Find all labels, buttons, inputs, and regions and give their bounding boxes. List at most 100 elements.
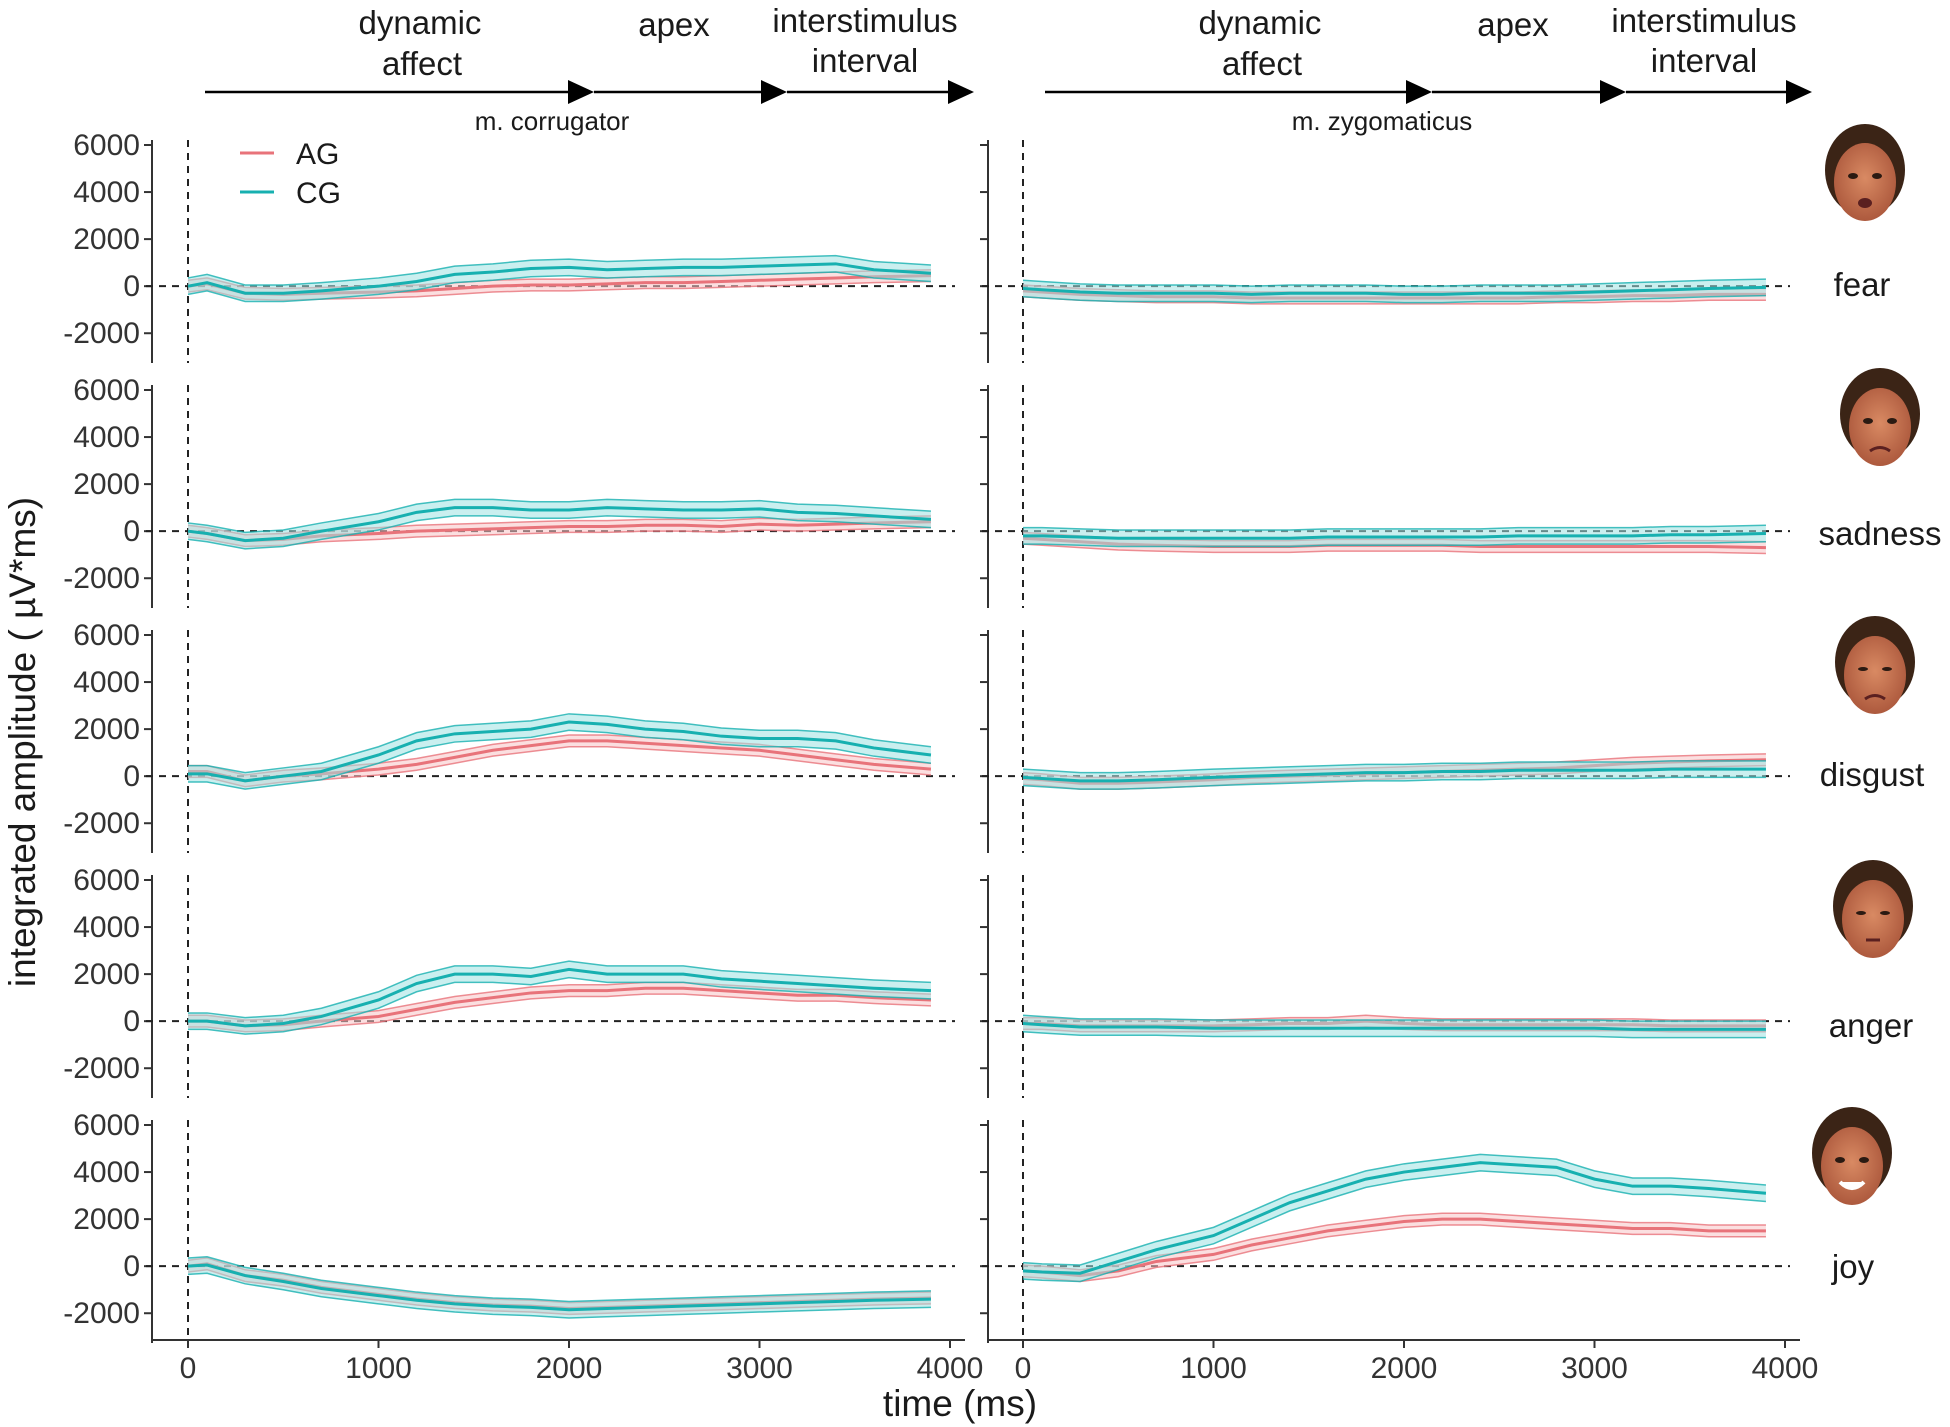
y-tick-label: 6000	[73, 129, 140, 162]
ribbon-lower-cg	[1022, 1031, 1766, 1039]
x-tick-label: 1000	[1180, 1352, 1247, 1385]
ribbon-lower-cg	[188, 729, 932, 790]
arrowhead-icon	[1600, 80, 1626, 104]
ribbon-lower-cg	[187, 1272, 931, 1319]
series-line-cg	[188, 967, 932, 1028]
arrowhead-icon	[568, 80, 594, 104]
x-axis-left: 0 1000 2000 3000 4000	[152, 1339, 984, 1385]
series-line-cg	[187, 1263, 931, 1312]
series-line-cg	[1023, 532, 1766, 540]
y-tick-label: 0	[123, 515, 140, 548]
face-anger-icon	[1833, 860, 1913, 958]
panel-fear-corrugator: 6000 4000 2000 0 -2000	[63, 129, 955, 363]
y-tick-label: 6000	[73, 374, 140, 407]
emotion-faces: fear sadness disgust anger	[1812, 124, 1941, 1285]
y-axis-title: integrated amplitude ( µV*ms)	[2, 497, 43, 987]
arrowhead-icon	[1786, 80, 1812, 104]
emotion-label-sadness: sadness	[1819, 515, 1942, 552]
y-tick-label: -2000	[63, 562, 140, 595]
y-tick-label: 6000	[73, 1109, 140, 1142]
panel-sadness-zygomaticus	[980, 385, 1790, 608]
y-tick-label: 6000	[73, 619, 140, 652]
ribbon-lower-cg	[187, 271, 931, 303]
panel-joy-zygomaticus	[980, 1120, 1790, 1343]
x-axis-right: 0 1000 2000 3000 4000	[988, 1339, 1819, 1385]
series-line-cg	[187, 506, 932, 543]
ribbon-cg	[1023, 760, 1766, 790]
arrowhead-icon	[1406, 80, 1432, 104]
arrowhead-icon	[761, 80, 787, 104]
ribbon-upper-cg	[188, 960, 931, 1019]
y-tick-label: -2000	[63, 1297, 140, 1330]
ribbon-upper-cg	[1023, 524, 1766, 531]
ribbon-lower-cg	[187, 515, 931, 550]
y-tick-label: 2000	[73, 1203, 140, 1236]
y-tick-label: 6000	[73, 864, 140, 897]
ribbon-upper-cg	[1022, 1014, 1766, 1022]
muscle-label-zygomaticus: m. zygomaticus	[1292, 106, 1473, 136]
ribbon-ag	[188, 982, 931, 1032]
phase-label-dynamic-line2: affect	[382, 45, 462, 82]
ribbon-ag	[1023, 1213, 1766, 1282]
legend: AG CG	[240, 138, 341, 210]
emotion-label-joy: joy	[1831, 1248, 1875, 1285]
phase-label-apex: apex	[638, 6, 710, 43]
phase-label-apex: apex	[1477, 6, 1549, 43]
face-joy-icon	[1812, 1107, 1892, 1205]
ribbon-upper-cg	[187, 1256, 931, 1303]
series-line-cg	[187, 262, 932, 295]
face-sadness-icon	[1840, 368, 1920, 466]
emotion-label-fear: fear	[1834, 266, 1891, 303]
ribbon-lower-ag	[1022, 1224, 1766, 1283]
ribbon-lower-ag	[1022, 543, 1766, 555]
x-tick-label: 1000	[345, 1352, 412, 1385]
series-line-cg	[188, 720, 932, 783]
x-tick-label: 3000	[1561, 1352, 1628, 1385]
x-tick-label: 0	[1015, 1352, 1032, 1385]
phase-label-isi-line2: interval	[812, 42, 918, 79]
ribbon-lower-cg	[1022, 294, 1766, 304]
y-tick-label: 2000	[73, 468, 140, 501]
x-axis-title: time (ms)	[883, 1383, 1037, 1424]
panel-sadness-corrugator: 6000 4000 2000 0 -2000	[63, 374, 955, 608]
y-tick-label: -2000	[63, 807, 140, 840]
legend-label-ag: AG	[296, 138, 339, 171]
face-disgust-icon	[1835, 616, 1915, 714]
chart-panels: 6000400020000-20006000400020000-20006000…	[63, 129, 1818, 1385]
ribbon-lower-cg	[188, 976, 931, 1035]
ribbon-upper-cg	[1022, 760, 1766, 774]
y-tick-label: 4000	[73, 176, 140, 209]
x-tick-label: 4000	[1752, 1352, 1819, 1385]
y-tick-label: 0	[123, 1005, 140, 1038]
series-line-cg	[1022, 1161, 1767, 1275]
panel-disgust-zygomaticus	[980, 630, 1790, 853]
phase-label-isi-line1: interstimulus	[772, 2, 957, 39]
face-fear-icon	[1825, 124, 1905, 221]
phase-timeline-left: dynamic affect apex interstimulus interv…	[205, 2, 974, 136]
ribbon-lower-cg	[1022, 1170, 1767, 1283]
ribbon-cg	[188, 713, 931, 790]
x-tick-label: 2000	[1371, 1352, 1438, 1385]
ribbon-cg	[188, 499, 931, 549]
y-tick-label: 4000	[73, 911, 140, 944]
y-tick-label: -2000	[63, 317, 140, 350]
series-line-cg	[1022, 767, 1766, 783]
phase-label-dynamic-line2: affect	[1222, 45, 1302, 82]
panel-anger-zygomaticus	[980, 875, 1790, 1098]
ribbon-cg	[1023, 1015, 1766, 1038]
y-tick-label: 4000	[73, 1156, 140, 1189]
ribbon-lower-cg	[1022, 776, 1766, 790]
y-tick-label: 0	[123, 760, 140, 793]
x-tick-label: 0	[180, 1352, 197, 1385]
panel-joy-corrugator: 6000 4000 2000 0 -2000	[63, 1109, 955, 1343]
panel-disgust-corrugator: 6000 4000 2000 0 -2000	[63, 619, 955, 853]
ribbon-lower-cg	[1023, 541, 1766, 548]
y-tick-label: 0	[123, 1250, 140, 1283]
y-tick-label: 2000	[73, 958, 140, 991]
x-tick-label: 4000	[917, 1352, 984, 1385]
ribbon-upper-cg	[188, 713, 932, 774]
muscle-label-corrugator: m. corrugator	[475, 106, 630, 136]
y-tick-label: 4000	[73, 421, 140, 454]
emotion-label-anger: anger	[1829, 1007, 1913, 1044]
